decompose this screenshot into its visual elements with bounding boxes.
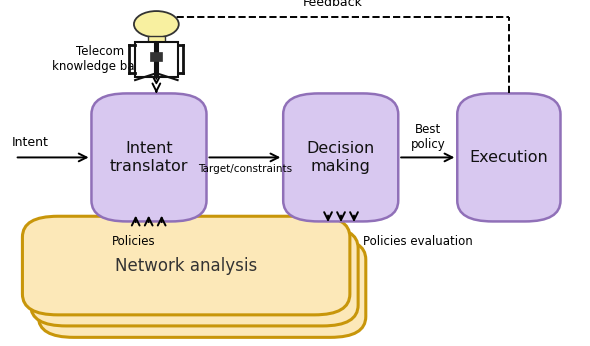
Text: Intent: Intent — [12, 136, 48, 149]
Text: Execution: Execution — [470, 150, 548, 165]
FancyBboxPatch shape — [31, 227, 358, 326]
Text: Feedback: Feedback — [303, 0, 362, 9]
Text: Policies evaluation: Policies evaluation — [363, 235, 473, 248]
Text: Decision
making: Decision making — [307, 141, 375, 174]
FancyBboxPatch shape — [38, 239, 366, 337]
FancyBboxPatch shape — [150, 53, 162, 61]
FancyBboxPatch shape — [148, 36, 165, 44]
FancyBboxPatch shape — [457, 93, 560, 221]
FancyBboxPatch shape — [135, 42, 155, 77]
Text: Policies: Policies — [112, 235, 156, 248]
Circle shape — [134, 11, 179, 37]
Text: Target/constraints: Target/constraints — [198, 164, 292, 174]
FancyBboxPatch shape — [283, 93, 398, 221]
Text: Best
policy: Best policy — [411, 122, 445, 151]
FancyBboxPatch shape — [91, 93, 206, 221]
Text: Telecom
knowledge base: Telecom knowledge base — [53, 45, 148, 73]
Text: Intent
translator: Intent translator — [110, 141, 188, 174]
FancyBboxPatch shape — [158, 42, 178, 77]
Text: Network analysis: Network analysis — [115, 256, 257, 275]
FancyBboxPatch shape — [22, 216, 350, 315]
